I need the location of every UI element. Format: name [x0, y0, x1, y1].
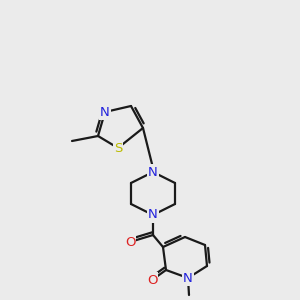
Text: O: O — [125, 236, 135, 248]
Text: N: N — [148, 166, 158, 178]
Text: N: N — [100, 106, 110, 118]
Text: N: N — [148, 208, 158, 221]
Text: S: S — [114, 142, 122, 154]
Text: N: N — [183, 272, 193, 284]
Text: O: O — [147, 274, 157, 286]
